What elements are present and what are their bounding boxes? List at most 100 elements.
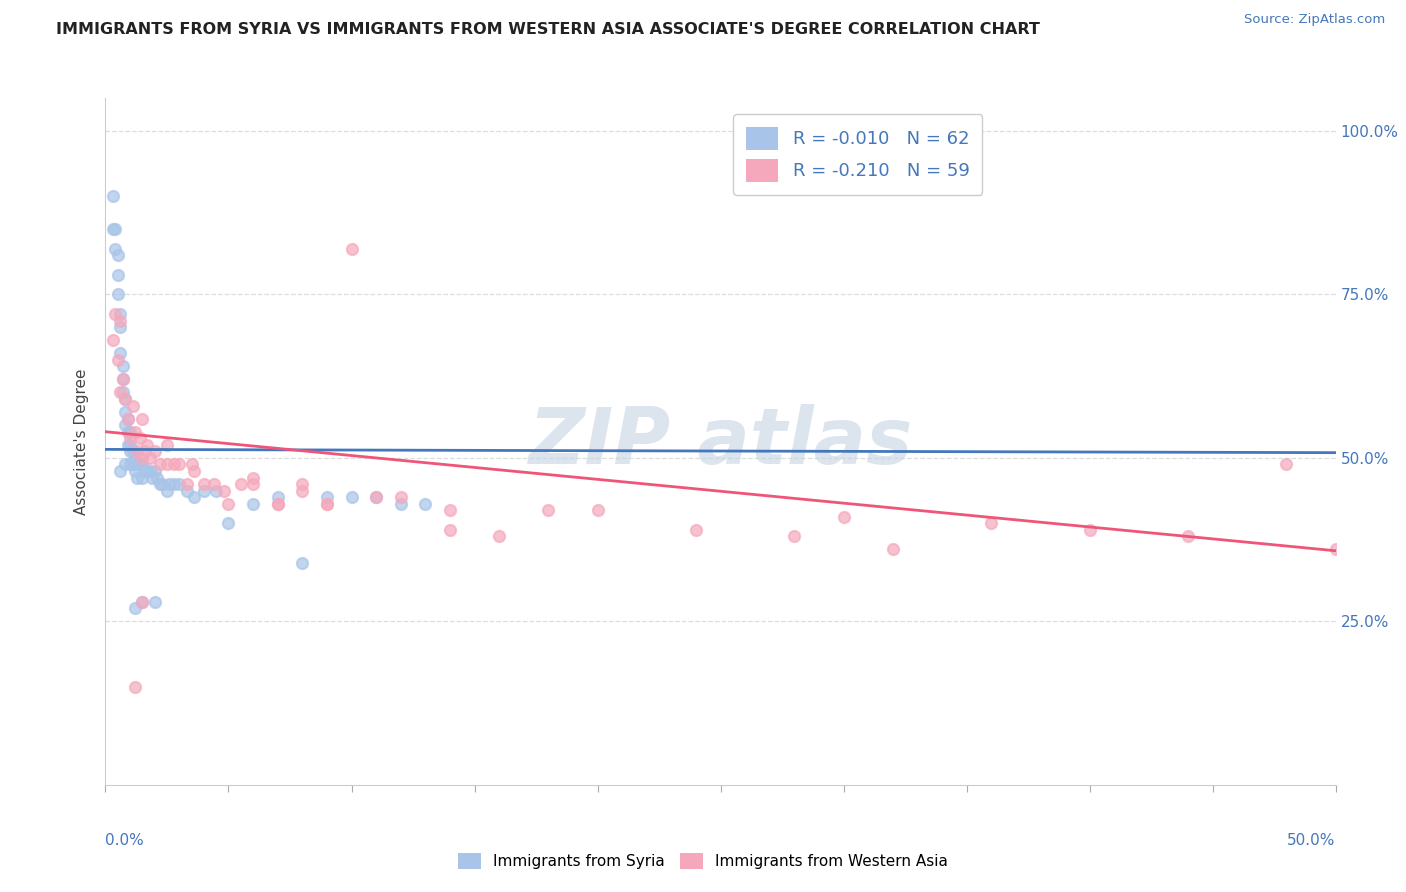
Point bbox=[229, 477, 252, 491]
Point bbox=[134, 464, 156, 478]
Point bbox=[783, 529, 806, 543]
Point bbox=[1177, 529, 1199, 543]
Point bbox=[121, 444, 143, 458]
Point bbox=[114, 392, 136, 406]
Point bbox=[111, 359, 134, 374]
Point bbox=[117, 438, 139, 452]
Point bbox=[882, 542, 904, 557]
Point bbox=[163, 477, 186, 491]
Point bbox=[117, 411, 139, 425]
Point bbox=[107, 352, 129, 367]
Text: 0.0%: 0.0% bbox=[105, 833, 145, 848]
Point bbox=[340, 490, 363, 504]
Point bbox=[291, 477, 314, 491]
Text: IMMIGRANTS FROM SYRIA VS IMMIGRANTS FROM WESTERN ASIA ASSOCIATE'S DEGREE CORRELA: IMMIGRANTS FROM SYRIA VS IMMIGRANTS FROM… bbox=[56, 22, 1040, 37]
Point bbox=[218, 516, 240, 531]
Point bbox=[183, 464, 205, 478]
Point bbox=[242, 497, 264, 511]
Point bbox=[117, 411, 139, 425]
Point bbox=[134, 444, 156, 458]
Point bbox=[131, 411, 153, 425]
Point bbox=[120, 438, 141, 452]
Point bbox=[131, 595, 153, 609]
Point bbox=[104, 222, 127, 236]
Point bbox=[180, 458, 202, 472]
Point bbox=[111, 385, 134, 400]
Point bbox=[101, 222, 124, 236]
Point bbox=[110, 307, 132, 321]
Point bbox=[104, 242, 127, 256]
Point bbox=[315, 490, 337, 504]
Point bbox=[131, 450, 153, 465]
Point bbox=[127, 444, 149, 458]
Point bbox=[149, 458, 172, 472]
Point bbox=[146, 470, 169, 484]
Point bbox=[104, 307, 127, 321]
Point bbox=[586, 503, 609, 517]
Point bbox=[117, 425, 139, 439]
Point bbox=[107, 248, 129, 262]
Point bbox=[267, 497, 290, 511]
Point bbox=[131, 470, 153, 484]
Point bbox=[366, 490, 388, 504]
Point bbox=[1324, 542, 1347, 557]
Point bbox=[141, 470, 163, 484]
Y-axis label: Associate's Degree: Associate's Degree bbox=[75, 368, 90, 515]
Point bbox=[202, 477, 225, 491]
Point bbox=[120, 458, 141, 472]
Point bbox=[315, 497, 337, 511]
Point bbox=[537, 503, 560, 517]
Point bbox=[218, 497, 240, 511]
Point bbox=[120, 431, 141, 445]
Point bbox=[980, 516, 1002, 531]
Point bbox=[138, 450, 162, 465]
Point bbox=[176, 483, 198, 498]
Point bbox=[169, 458, 191, 472]
Point bbox=[242, 470, 264, 484]
Text: ZIP atlas: ZIP atlas bbox=[529, 403, 912, 480]
Point bbox=[101, 189, 124, 203]
Point bbox=[110, 313, 132, 327]
Legend: R = -0.010   N = 62, R = -0.210   N = 59: R = -0.010 N = 62, R = -0.210 N = 59 bbox=[733, 114, 983, 194]
Point bbox=[156, 458, 179, 472]
Point bbox=[150, 477, 173, 491]
Text: Source: ZipAtlas.com: Source: ZipAtlas.com bbox=[1244, 13, 1385, 27]
Point bbox=[149, 477, 172, 491]
Point bbox=[136, 438, 159, 452]
Point bbox=[156, 483, 179, 498]
Point bbox=[488, 529, 510, 543]
Point bbox=[176, 477, 198, 491]
Point bbox=[107, 268, 129, 282]
Point bbox=[136, 464, 159, 478]
Point bbox=[124, 680, 146, 694]
Point bbox=[101, 333, 124, 347]
Point bbox=[156, 438, 179, 452]
Point bbox=[143, 595, 166, 609]
Point bbox=[267, 490, 290, 504]
Point bbox=[340, 242, 363, 256]
Point bbox=[120, 444, 141, 458]
Point bbox=[193, 483, 215, 498]
Point bbox=[121, 458, 143, 472]
Point bbox=[1078, 523, 1101, 537]
Point bbox=[110, 385, 132, 400]
Point bbox=[110, 320, 132, 334]
Text: 50.0%: 50.0% bbox=[1288, 833, 1336, 848]
Point bbox=[291, 483, 314, 498]
Point bbox=[110, 346, 132, 360]
Point bbox=[212, 483, 235, 498]
Point bbox=[267, 497, 290, 511]
Point bbox=[163, 458, 186, 472]
Point bbox=[389, 497, 412, 511]
Point bbox=[439, 503, 461, 517]
Point bbox=[124, 601, 146, 615]
Point bbox=[114, 458, 136, 472]
Point bbox=[415, 497, 437, 511]
Point bbox=[685, 523, 707, 537]
Point bbox=[143, 444, 166, 458]
Legend: Immigrants from Syria, Immigrants from Western Asia: Immigrants from Syria, Immigrants from W… bbox=[451, 847, 955, 875]
Point bbox=[107, 287, 129, 301]
Point bbox=[291, 556, 314, 570]
Point bbox=[121, 399, 143, 413]
Point bbox=[131, 458, 153, 472]
